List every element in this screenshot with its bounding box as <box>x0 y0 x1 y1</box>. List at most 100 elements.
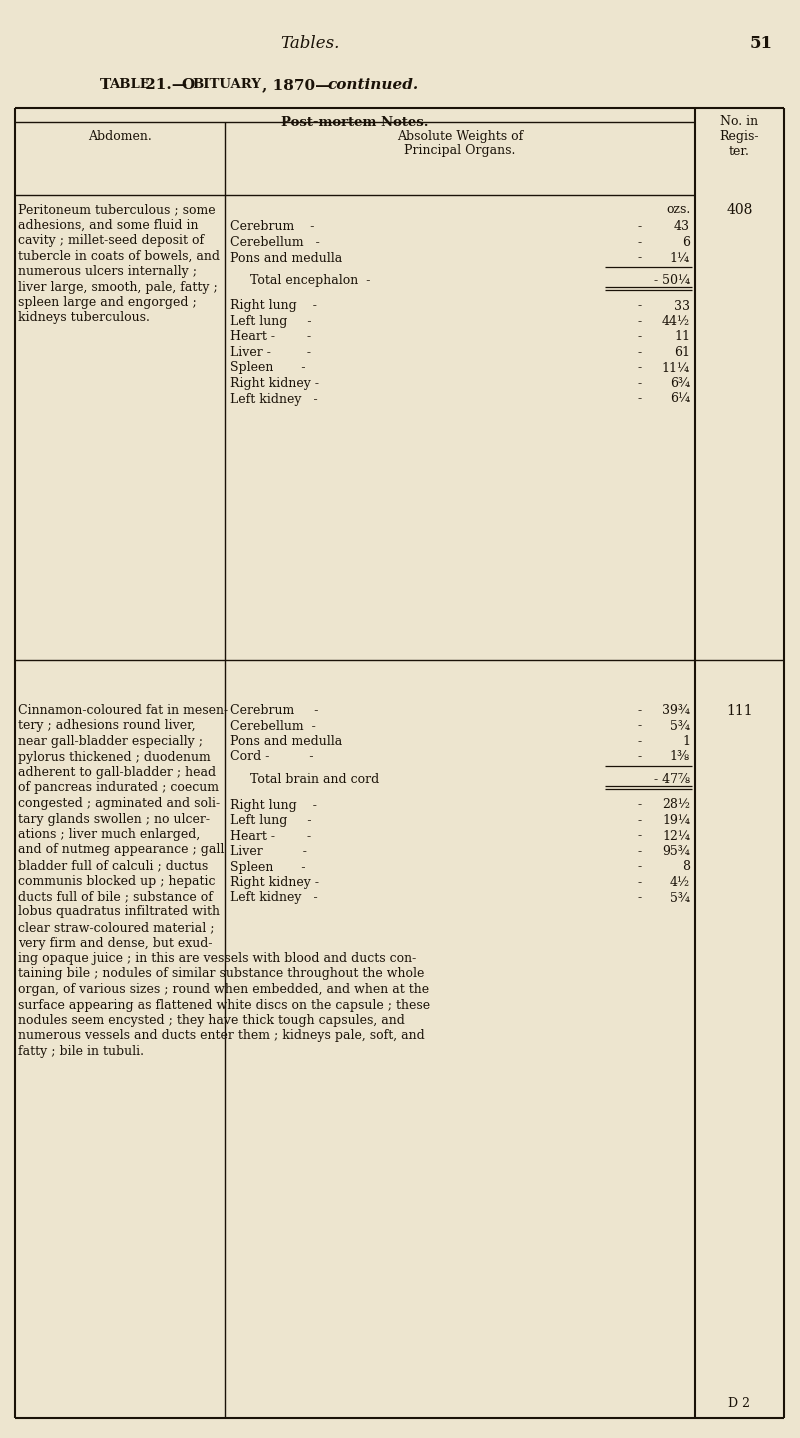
Text: pylorus thickened ; duodenum: pylorus thickened ; duodenum <box>18 751 210 764</box>
Text: Principal Organs.: Principal Organs. <box>404 144 516 157</box>
Text: -: - <box>638 393 642 406</box>
Text: 5¾: 5¾ <box>670 892 690 905</box>
Text: of pancreas indurated ; coecum: of pancreas indurated ; coecum <box>18 781 219 795</box>
Text: 43: 43 <box>674 220 690 233</box>
Text: -: - <box>638 220 642 233</box>
Text: Absolute Weights of: Absolute Weights of <box>397 129 523 142</box>
Text: -: - <box>638 361 642 374</box>
Text: -: - <box>638 315 642 328</box>
Text: 51: 51 <box>750 35 773 52</box>
Text: Total encephalon  -: Total encephalon - <box>250 275 370 288</box>
Text: very firm and dense, but exud-: very firm and dense, but exud- <box>18 936 213 949</box>
Text: Cerebrum     -: Cerebrum - <box>230 705 318 718</box>
Text: 12¼: 12¼ <box>662 830 690 843</box>
Text: Total brain and cord: Total brain and cord <box>250 774 379 787</box>
Text: Post-mortem Notes.: Post-mortem Notes. <box>282 116 429 129</box>
Text: -: - <box>638 331 642 344</box>
Text: congested ; agminated and soli-: congested ; agminated and soli- <box>18 797 220 810</box>
Text: -: - <box>638 846 642 858</box>
Text: Cord -          -: Cord - - <box>230 751 314 764</box>
Text: ing opaque juice ; in this are vessels with blood and ducts con-: ing opaque juice ; in this are vessels w… <box>18 952 416 965</box>
Text: fatty ; bile in tubuli.: fatty ; bile in tubuli. <box>18 1045 144 1058</box>
Text: - 47⅞: - 47⅞ <box>654 774 690 787</box>
Text: Abdomen.: Abdomen. <box>88 129 152 142</box>
Text: Cinnamon-coloured fat in mesen-: Cinnamon-coloured fat in mesen- <box>18 705 228 718</box>
Text: T: T <box>100 78 111 92</box>
Text: tary glands swollen ; no ulcer-: tary glands swollen ; no ulcer- <box>18 812 210 825</box>
Text: Spleen       -: Spleen - <box>230 361 306 374</box>
Text: 111: 111 <box>726 705 753 718</box>
Text: Liver          -: Liver - <box>230 846 307 858</box>
Text: kidneys tuberculous.: kidneys tuberculous. <box>18 312 150 325</box>
Text: communis blocked up ; hepatic: communis blocked up ; hepatic <box>18 874 215 887</box>
Text: , 1870—: , 1870— <box>262 78 330 92</box>
Text: 6¼: 6¼ <box>670 393 690 406</box>
Text: -: - <box>638 860 642 873</box>
Text: Heart -        -: Heart - - <box>230 331 311 344</box>
Text: 6¾: 6¾ <box>670 377 690 390</box>
Text: Spleen       -: Spleen - <box>230 860 306 873</box>
Text: Right lung    -: Right lung - <box>230 798 317 811</box>
Text: continued.: continued. <box>327 78 418 92</box>
Text: 33: 33 <box>674 299 690 312</box>
Text: 11: 11 <box>674 331 690 344</box>
Text: -: - <box>638 876 642 889</box>
Text: Pons and medulla: Pons and medulla <box>230 735 342 748</box>
Text: Liver -         -: Liver - - <box>230 347 311 360</box>
Text: 21.—: 21.— <box>140 78 187 92</box>
Text: ations ; liver much enlarged,: ations ; liver much enlarged, <box>18 828 200 841</box>
Text: Left lung     -: Left lung - <box>230 315 311 328</box>
Text: Right lung    -: Right lung - <box>230 299 317 312</box>
Text: -: - <box>638 751 642 764</box>
Text: -: - <box>638 719 642 732</box>
Text: Pons and medulla: Pons and medulla <box>230 252 342 265</box>
Text: 44½: 44½ <box>662 315 690 328</box>
Text: -: - <box>638 798 642 811</box>
Text: Cerebellum  -: Cerebellum - <box>230 719 316 732</box>
Text: Heart -        -: Heart - - <box>230 830 311 843</box>
Text: organ, of various sizes ; round when embedded, and when at the: organ, of various sizes ; round when emb… <box>18 984 429 997</box>
Text: -: - <box>638 705 642 718</box>
Text: O: O <box>181 78 194 92</box>
Text: -: - <box>638 830 642 843</box>
Text: lobus quadratus infiltrated with: lobus quadratus infiltrated with <box>18 906 220 919</box>
Text: No. in
Regis-
ter.: No. in Regis- ter. <box>720 115 759 158</box>
Text: 28½: 28½ <box>662 798 690 811</box>
Text: adherent to gall-bladder ; head: adherent to gall-bladder ; head <box>18 766 216 779</box>
Text: surface appearing as flattened white discs on the capsule ; these: surface appearing as flattened white dis… <box>18 998 430 1011</box>
Text: 408: 408 <box>726 203 753 217</box>
Text: Left kidney   -: Left kidney - <box>230 892 318 905</box>
Text: ducts full of bile ; substance of: ducts full of bile ; substance of <box>18 890 213 903</box>
Text: tery ; adhesions round liver,: tery ; adhesions round liver, <box>18 719 196 732</box>
Text: numerous vessels and ducts enter them ; kidneys pale, soft, and: numerous vessels and ducts enter them ; … <box>18 1030 425 1043</box>
Text: bladder full of calculi ; ductus: bladder full of calculi ; ductus <box>18 858 208 871</box>
Text: tubercle in coats of bowels, and: tubercle in coats of bowels, and <box>18 250 220 263</box>
Text: cavity ; millet-seed deposit of: cavity ; millet-seed deposit of <box>18 234 204 247</box>
Text: -: - <box>638 299 642 312</box>
Text: BITUARY: BITUARY <box>192 78 261 91</box>
Text: Left lung     -: Left lung - <box>230 814 311 827</box>
Text: clear straw-coloured material ;: clear straw-coloured material ; <box>18 920 214 935</box>
Text: liver large, smooth, pale, fatty ;: liver large, smooth, pale, fatty ; <box>18 280 218 293</box>
Text: -: - <box>638 347 642 360</box>
Text: 6: 6 <box>682 236 690 249</box>
Text: -: - <box>638 236 642 249</box>
Text: -: - <box>638 735 642 748</box>
Text: 61: 61 <box>674 347 690 360</box>
Text: Peritoneum tuberculous ; some: Peritoneum tuberculous ; some <box>18 203 216 216</box>
Text: 8: 8 <box>682 860 690 873</box>
Text: numerous ulcers internally ;: numerous ulcers internally ; <box>18 265 197 278</box>
Text: D 2: D 2 <box>729 1396 750 1411</box>
Text: 1⅜: 1⅜ <box>670 751 690 764</box>
Text: Tables.: Tables. <box>280 35 340 52</box>
Text: -: - <box>638 892 642 905</box>
Text: 95¾: 95¾ <box>662 846 690 858</box>
Text: near gall-bladder especially ;: near gall-bladder especially ; <box>18 735 203 748</box>
Text: 39¾: 39¾ <box>662 705 690 718</box>
Text: 5¾: 5¾ <box>670 719 690 732</box>
Text: adhesions, and some fluid in: adhesions, and some fluid in <box>18 219 198 232</box>
Text: and of nutmeg appearance ; gall: and of nutmeg appearance ; gall <box>18 844 224 857</box>
Text: Cerebellum   -: Cerebellum - <box>230 236 320 249</box>
Text: 1: 1 <box>682 735 690 748</box>
Text: Left kidney   -: Left kidney - <box>230 393 318 406</box>
